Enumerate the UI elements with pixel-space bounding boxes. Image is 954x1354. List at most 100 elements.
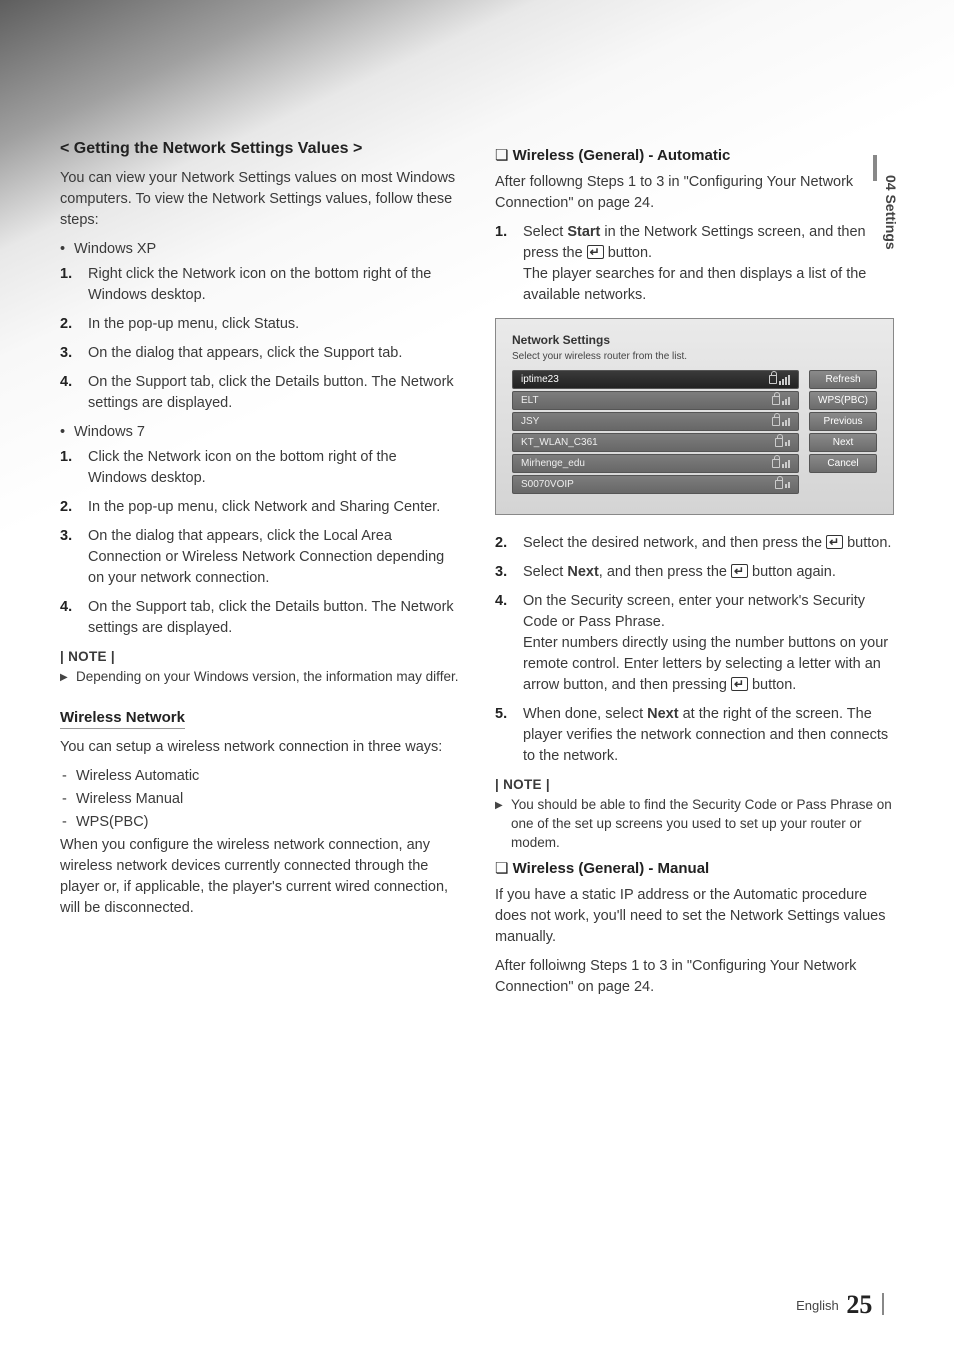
enter-icon [731, 677, 748, 691]
wireless-intro: You can setup a wireless network connect… [60, 737, 459, 758]
manual-paragraph: If you have a static IP address or the A… [495, 885, 894, 948]
w7-step: In the pop-up menu, click Network and Sh… [60, 497, 459, 518]
auto-steps-list: Select Start in the Network Settings scr… [495, 222, 894, 306]
lock-icon [772, 396, 780, 405]
step-text: , and then press the [599, 564, 731, 580]
w7-step: Click the Network icon on the bottom rig… [60, 447, 459, 489]
left-column: < Getting the Network Settings Values > … [60, 140, 459, 1006]
enter-icon [826, 535, 843, 549]
step-text: button. [604, 245, 652, 261]
footer-language: English [796, 1298, 839, 1313]
auto-step-4: On the Security screen, enter your netwo… [495, 591, 894, 696]
ns-ssid: JSY [521, 416, 539, 427]
two-column-layout: < Getting the Network Settings Values > … [60, 140, 894, 1006]
ns-ssid: Mirhenge_edu [521, 458, 585, 469]
lock-icon [772, 459, 780, 468]
lock-icon [775, 438, 783, 447]
note-heading: | NOTE | [495, 777, 894, 792]
page-number: 25 [846, 1290, 872, 1319]
lock-icon [775, 480, 783, 489]
step-bold: Next [567, 564, 598, 580]
page-footer: English 25 [796, 1290, 884, 1320]
wireless-disconnect-warning: When you configure the wireless network … [60, 835, 459, 919]
ns-ssid: S0070VOIP [521, 479, 574, 490]
ns-title: Network Settings [512, 333, 877, 347]
w7-steps-list: Click the Network icon on the bottom rig… [60, 447, 459, 639]
ns-row[interactable]: KT_WLAN_C361 [512, 433, 799, 452]
manual-after-steps: After folloiwng Steps 1 to 3 in "Configu… [495, 956, 894, 998]
ns-signal [772, 396, 790, 405]
way-item: Wireless Automatic [60, 766, 459, 787]
ns-network-list: iptime23 ELT JSY KT_WLAN_C361 [512, 370, 799, 496]
step-text: button again. [748, 564, 836, 580]
ns-refresh-button[interactable]: Refresh [809, 370, 877, 389]
network-settings-screenshot: Network Settings Select your wireless ro… [495, 318, 894, 515]
ns-row[interactable]: Mirhenge_edu [512, 454, 799, 473]
step-text: button. [748, 677, 796, 693]
way-item: WPS(PBC) [60, 812, 459, 833]
ns-row[interactable]: JSY [512, 412, 799, 431]
signal-bars-icon [779, 375, 790, 385]
xp-step: In the pop-up menu, click Status. [60, 314, 459, 335]
ns-ssid: KT_WLAN_C361 [521, 437, 598, 448]
ns-subtitle: Select your wireless router from the lis… [512, 351, 877, 362]
note-text: Depending on your Windows version, the i… [60, 668, 459, 687]
w7-step: On the dialog that appears, click the Lo… [60, 526, 459, 589]
xp-steps-list: Right click the Network icon on the bott… [60, 264, 459, 414]
intro-paragraph: You can view your Network Settings value… [60, 168, 459, 231]
auto-step-2: Select the desired network, and then pre… [495, 533, 894, 554]
heading-wireless-network: Wireless Network [60, 709, 185, 729]
ns-signal [772, 459, 790, 468]
step-bold: Next [647, 706, 678, 722]
note-text: You should be able to find the Security … [495, 796, 894, 853]
ns-ssid: iptime23 [521, 374, 559, 385]
ns-cancel-button[interactable]: Cancel [809, 454, 877, 473]
step-text: button. [843, 535, 891, 551]
tab-accent-line [873, 155, 877, 181]
signal-bars-icon [782, 397, 790, 405]
step-text: When done, select [523, 706, 647, 722]
step-text: The player searches for and then display… [523, 266, 866, 303]
step-text: Select [523, 564, 567, 580]
ns-body: iptime23 ELT JSY KT_WLAN_C361 [512, 370, 877, 496]
way-item: Wireless Manual [60, 789, 459, 810]
step-text: Enter numbers directly using the number … [523, 635, 888, 693]
ns-signal [775, 438, 790, 447]
step-text: On the Security screen, enter your netwo… [523, 593, 865, 630]
signal-bars-icon [782, 460, 790, 468]
ns-signal [775, 480, 790, 489]
w7-step: On the Support tab, click the Details bu… [60, 597, 459, 639]
right-column: Wireless (General) - Automatic After fol… [495, 140, 894, 1006]
ns-wps-button[interactable]: WPS(PBC) [809, 391, 877, 410]
auto-steps-list-cont: Select the desired network, and then pre… [495, 533, 894, 767]
signal-bars-icon [782, 418, 790, 426]
xp-step: On the Support tab, click the Details bu… [60, 372, 459, 414]
heading-wireless-manual: Wireless (General) - Manual [495, 859, 894, 877]
ns-button-column: Refresh WPS(PBC) Previous Next Cancel [809, 370, 877, 496]
step-text: Select [523, 224, 567, 240]
auto-after-steps: After followng Steps 1 to 3 in "Configur… [495, 172, 894, 214]
ns-row[interactable]: S0070VOIP [512, 475, 799, 494]
ns-next-button[interactable]: Next [809, 433, 877, 452]
signal-bars-icon [785, 440, 790, 446]
lock-icon [772, 417, 780, 426]
ns-signal [772, 417, 790, 426]
ns-previous-button[interactable]: Previous [809, 412, 877, 431]
ns-ssid: ELT [521, 395, 539, 406]
ns-row[interactable]: iptime23 [512, 370, 799, 389]
step-text: Select the desired network, and then pre… [523, 535, 826, 551]
enter-icon [731, 564, 748, 578]
manual-page: 04 Settings < Getting the Network Settin… [0, 0, 954, 1354]
heading-wireless-automatic: Wireless (General) - Automatic [495, 146, 894, 164]
enter-icon [587, 245, 604, 259]
auto-step-1: Select Start in the Network Settings scr… [495, 222, 894, 306]
os-windows-xp: Windows XP [60, 239, 459, 260]
ns-row[interactable]: ELT [512, 391, 799, 410]
os-windows-7: Windows 7 [60, 422, 459, 443]
auto-step-5: When done, select Next at the right of t… [495, 704, 894, 767]
footer-bar-icon [882, 1293, 884, 1315]
step-bold: Start [567, 224, 600, 240]
lock-icon [769, 375, 777, 384]
xp-step: Right click the Network icon on the bott… [60, 264, 459, 306]
heading-getting-values: < Getting the Network Settings Values > [60, 140, 459, 158]
